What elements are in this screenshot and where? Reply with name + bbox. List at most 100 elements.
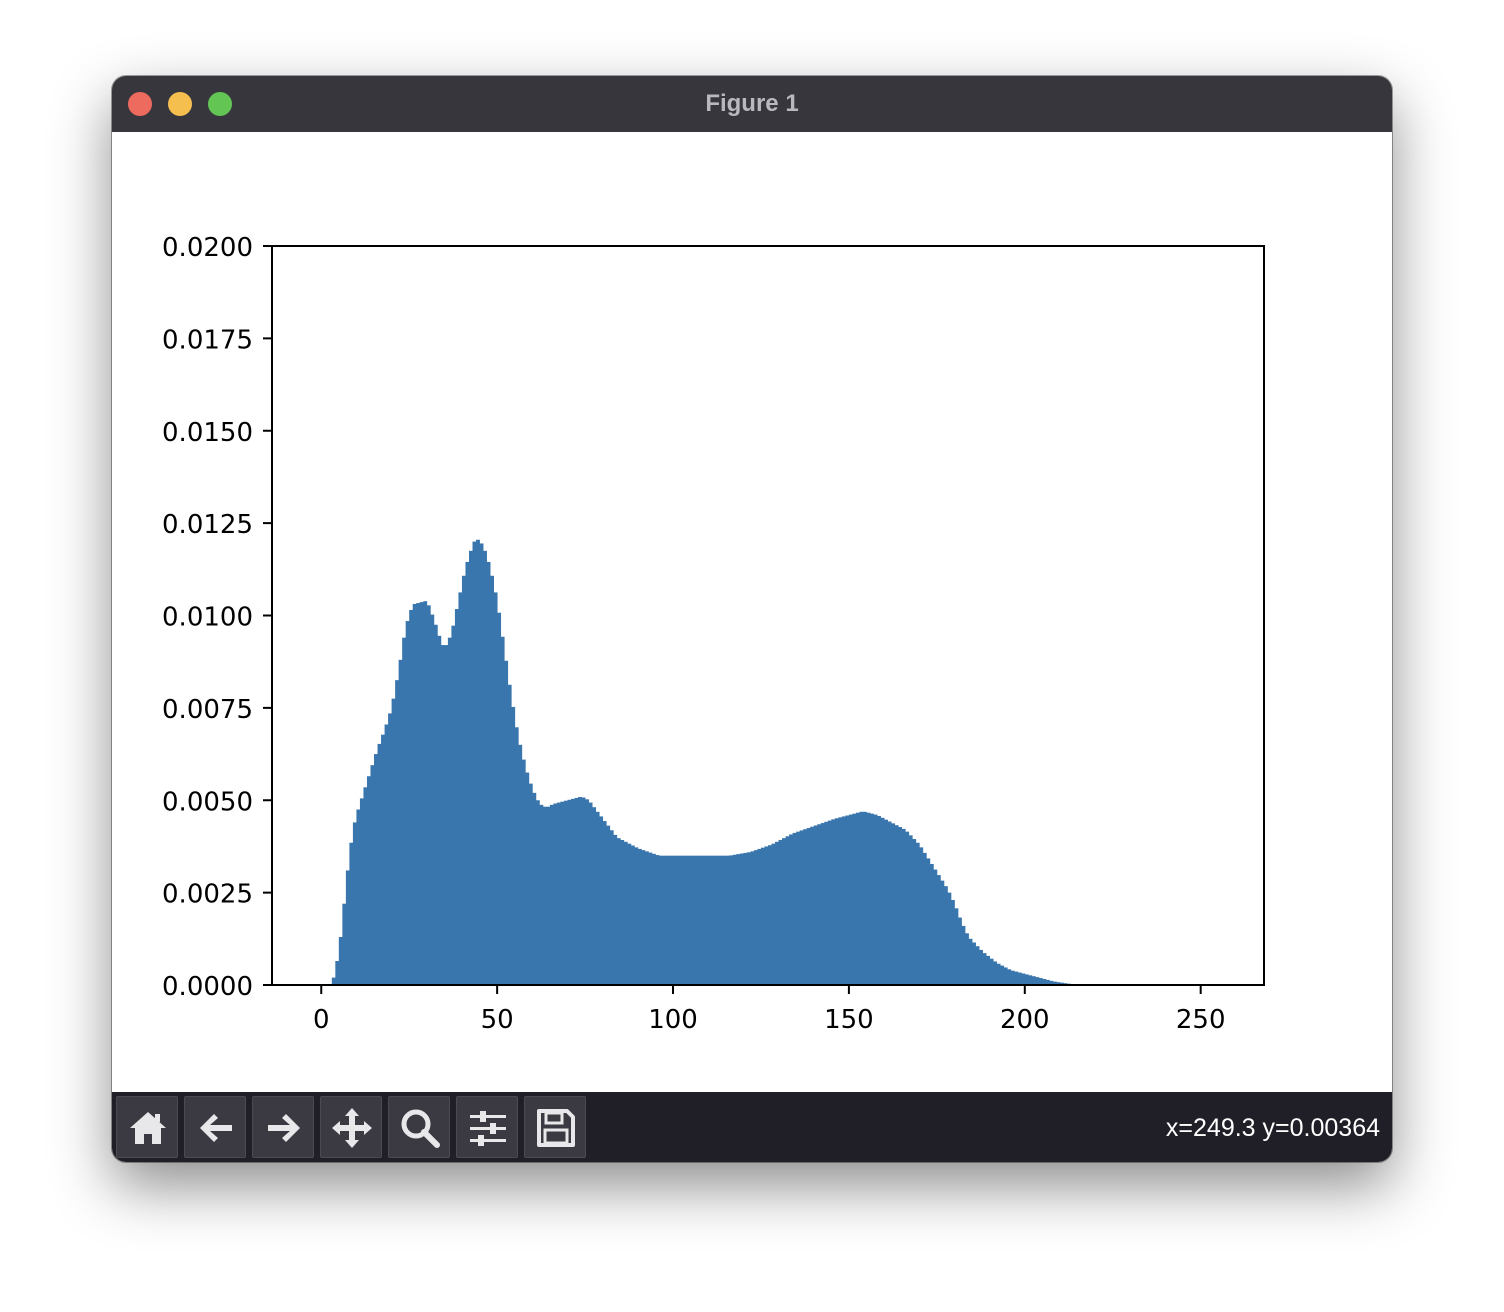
cursor-coordinates: x=249.3 y=0.00364 — [1165, 1114, 1380, 1142]
back-button[interactable] — [184, 1096, 246, 1158]
histogram-bar — [651, 853, 656, 985]
histogram-bar — [486, 561, 491, 985]
histogram-bar — [423, 601, 428, 985]
histogram-bar — [827, 820, 832, 985]
histogram-bar — [623, 841, 628, 985]
histogram-bar — [504, 660, 509, 985]
histogram-bar — [676, 855, 681, 985]
histogram-bar — [880, 817, 885, 985]
histogram-bar — [500, 636, 505, 985]
histogram-bar — [592, 807, 597, 985]
histogram-bar — [964, 933, 969, 985]
histogram-bar — [968, 938, 973, 985]
histogram-bar — [331, 977, 336, 985]
histogram-bar — [803, 829, 808, 985]
y-tick-label: 0.0200 — [162, 233, 253, 263]
histogram-bar — [806, 827, 811, 985]
zoom-rect-button[interactable] — [388, 1096, 450, 1158]
histogram-bar — [335, 960, 340, 985]
histogram-bar — [595, 811, 600, 985]
histogram-bar — [859, 811, 864, 985]
histogram-bar — [430, 614, 435, 985]
histogram-bar — [444, 645, 449, 985]
minimize-button[interactable] — [168, 92, 192, 116]
histogram-bar — [437, 635, 442, 985]
y-tick-label: 0.0000 — [162, 972, 253, 1002]
histogram-bar — [440, 645, 445, 985]
save-button[interactable] — [524, 1096, 586, 1158]
histogram-bars — [331, 539, 1082, 985]
pan-button[interactable] — [320, 1096, 382, 1158]
histogram-bar — [1038, 978, 1043, 985]
histogram-bar — [845, 815, 850, 985]
histogram-bar — [388, 713, 393, 985]
zoom-button[interactable] — [208, 92, 232, 116]
histogram-bar — [405, 621, 410, 985]
histogram-bar — [936, 875, 941, 985]
histogram-bar — [1045, 979, 1050, 985]
histogram-bar — [599, 816, 604, 985]
histogram-bar — [877, 815, 881, 985]
histogram-bar — [535, 800, 540, 985]
histogram-bar — [490, 575, 495, 985]
y-tick-label: 0.0025 — [162, 880, 253, 910]
histogram-bar — [979, 949, 983, 985]
sliders-icon — [470, 1111, 506, 1146]
histogram-bar — [785, 836, 790, 985]
home-button[interactable] — [116, 1096, 178, 1158]
histogram-bar — [1042, 978, 1047, 985]
y-tick-label: 0.0050 — [162, 787, 253, 817]
histogram-bar — [352, 822, 357, 985]
magnifier-icon — [401, 1109, 440, 1148]
histogram-bar — [855, 812, 860, 985]
histogram-bar — [644, 851, 649, 985]
histogram-bar — [915, 842, 920, 985]
x-tick-label: 50 — [481, 1005, 514, 1035]
histogram-bar — [813, 825, 818, 985]
histogram-bar — [479, 543, 484, 985]
figure-canvas[interactable]: 0 50 100 150 200 250 0.0000 0.0025 0.0050 0.0075… — [112, 132, 1392, 1092]
histogram-bar — [796, 831, 801, 985]
arrow-left-icon — [200, 1114, 232, 1142]
histogram-bar — [497, 612, 502, 985]
histogram-bar — [532, 792, 537, 985]
histogram-bar — [683, 855, 688, 985]
histogram-bar — [665, 855, 670, 985]
histogram-bar — [866, 812, 871, 985]
close-button[interactable] — [128, 92, 152, 116]
histogram-bar — [349, 842, 354, 985]
forward-button[interactable] — [252, 1096, 314, 1158]
histogram-bar — [553, 803, 558, 985]
histogram-bar — [1010, 970, 1015, 985]
histogram-bar — [708, 855, 713, 985]
histogram-bar — [901, 828, 906, 985]
histogram-bar — [447, 637, 452, 985]
histogram-bar — [578, 797, 582, 985]
histogram-bar — [954, 908, 959, 985]
histogram-bar — [1056, 982, 1061, 985]
histogram-bar — [746, 852, 751, 985]
histogram-bar — [412, 603, 417, 985]
histogram-bar — [574, 797, 579, 985]
histogram-bar — [1035, 977, 1040, 985]
histogram-bar — [841, 816, 846, 985]
histogram-bar — [729, 855, 734, 985]
histogram-bar — [760, 847, 765, 985]
histogram-bar — [549, 804, 554, 985]
histogram-bar — [451, 625, 456, 985]
histogram-bar — [898, 827, 903, 985]
histogram-bar — [1007, 969, 1012, 985]
histogram-bar — [402, 637, 407, 985]
histogram-bar — [1052, 981, 1057, 985]
histogram-bar — [926, 858, 931, 985]
histogram-bar — [345, 870, 350, 985]
histogram-bar — [630, 845, 635, 985]
histogram-bar — [933, 869, 938, 985]
configure-subplots-button[interactable] — [456, 1096, 518, 1158]
histogram-bar — [884, 819, 889, 985]
histogram-bar — [581, 797, 586, 985]
histogram-bar — [641, 850, 646, 985]
histogram-bar — [838, 817, 843, 985]
histogram-bar — [950, 900, 955, 985]
histogram-bar — [701, 855, 706, 985]
